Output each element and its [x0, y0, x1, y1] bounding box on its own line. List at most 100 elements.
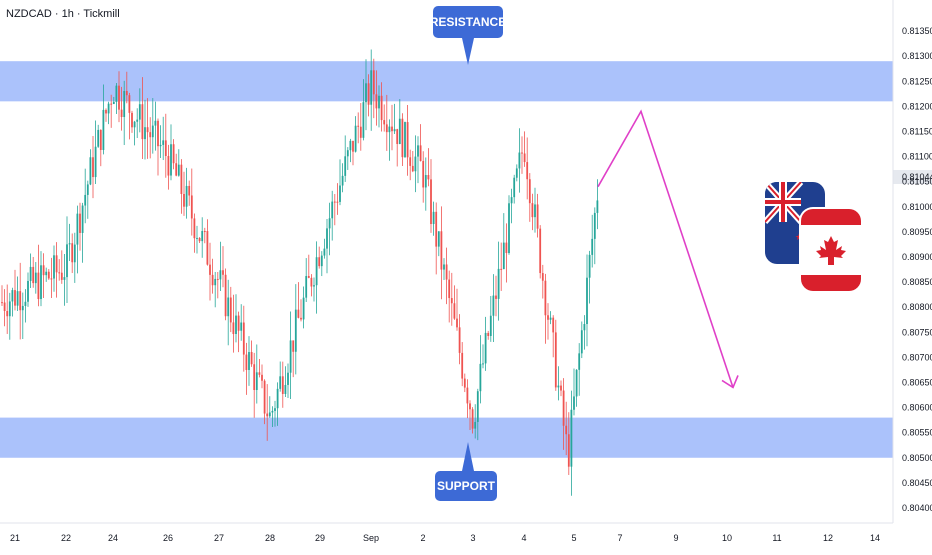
- candle: [27, 272, 29, 307]
- candle: [424, 157, 427, 211]
- candle: [110, 94, 113, 128]
- candle: [528, 173, 531, 222]
- candle: [331, 190, 334, 241]
- resistance-callout-box: [433, 6, 503, 38]
- candle: [393, 103, 396, 135]
- candle: [240, 304, 243, 341]
- symbol-label: NZDCAD · 1h · Tickmill: [6, 8, 120, 20]
- candle: [469, 400, 471, 430]
- candle: [245, 342, 248, 395]
- candle: [198, 237, 201, 243]
- candle: [55, 242, 58, 298]
- y-tick-label: 0.80650: [902, 377, 932, 387]
- candle: [547, 303, 549, 340]
- current-price-badge: 0.81044: [893, 170, 932, 184]
- candle: [79, 202, 81, 251]
- candle: [71, 233, 74, 274]
- x-tick-label: 11: [772, 533, 781, 543]
- x-axis: 21 22 24 26 27 28 29 Sep 2 3 4 5 7 9 10 11 12 14: [0, 522, 893, 543]
- candle: [138, 88, 141, 133]
- candle: [518, 128, 521, 193]
- y-tick-label: 0.81300: [902, 51, 932, 61]
- candle: [344, 135, 347, 182]
- y-tick-label: 0.80800: [902, 302, 932, 312]
- candle: [118, 71, 120, 123]
- candle: [352, 140, 354, 166]
- candle: [554, 319, 557, 391]
- candle: [557, 366, 560, 401]
- candle: [32, 256, 35, 288]
- x-tick-label: 4: [521, 533, 526, 543]
- candle: [391, 104, 393, 151]
- y-tick-label: 0.80400: [902, 503, 932, 513]
- x-tick-label: 3: [470, 533, 475, 543]
- candle: [164, 113, 167, 178]
- candle: [154, 101, 157, 151]
- resistance-callout-text: RESISTANCE: [430, 15, 506, 29]
- candle: [346, 147, 349, 170]
- candle: [526, 137, 529, 200]
- candle: [151, 98, 154, 154]
- candle: [313, 277, 315, 302]
- candle: [292, 340, 295, 378]
- candle: [562, 378, 565, 450]
- candle: [315, 241, 318, 314]
- candle: [128, 92, 131, 140]
- candle: [29, 253, 32, 288]
- candle: [453, 285, 456, 320]
- y-tick-label: 0.81350: [902, 26, 932, 36]
- x-tick-label: 10: [722, 533, 732, 543]
- candle: [432, 201, 435, 236]
- candle: [300, 299, 302, 322]
- candle: [271, 406, 274, 428]
- candle: [328, 202, 331, 256]
- candles-layer: [1, 49, 599, 496]
- x-tick-label: 29: [315, 533, 325, 543]
- candle: [131, 110, 133, 133]
- candle: [489, 296, 492, 342]
- candle: [16, 276, 19, 311]
- candle: [42, 253, 45, 299]
- support-callout-box: [435, 471, 497, 501]
- candle: [222, 246, 224, 288]
- candle: [336, 183, 339, 215]
- candle: [531, 193, 534, 231]
- candle: [84, 168, 87, 224]
- candle: [188, 180, 191, 206]
- candle: [229, 286, 232, 333]
- candle: [476, 388, 479, 441]
- candle: [463, 373, 466, 393]
- candle: [560, 380, 562, 397]
- candle: [172, 139, 175, 170]
- candle: [206, 219, 209, 266]
- candle: [456, 288, 458, 331]
- candle: [359, 103, 362, 151]
- candle: [396, 128, 399, 167]
- candle: [14, 269, 16, 311]
- candle: [500, 242, 503, 291]
- x-tick-label: 7: [617, 533, 622, 543]
- candle: [310, 274, 313, 297]
- candle: [276, 382, 279, 426]
- candle: [107, 101, 110, 125]
- candle: [60, 250, 63, 284]
- candle: [1, 285, 3, 307]
- resistance-callout-pointer: [462, 38, 474, 65]
- projection-path: [597, 109, 734, 388]
- candle: [183, 171, 185, 216]
- candle: [552, 315, 555, 358]
- candle: [281, 361, 284, 408]
- candle: [76, 205, 79, 274]
- candle: [318, 246, 321, 269]
- candle: [367, 74, 370, 117]
- candle: [162, 116, 165, 161]
- y-tick-label: 0.80850: [902, 277, 932, 287]
- candle: [196, 225, 198, 254]
- candle: [362, 79, 365, 141]
- candle: [484, 316, 487, 371]
- candle: [123, 80, 126, 146]
- candle: [414, 135, 417, 193]
- candle: [497, 241, 500, 321]
